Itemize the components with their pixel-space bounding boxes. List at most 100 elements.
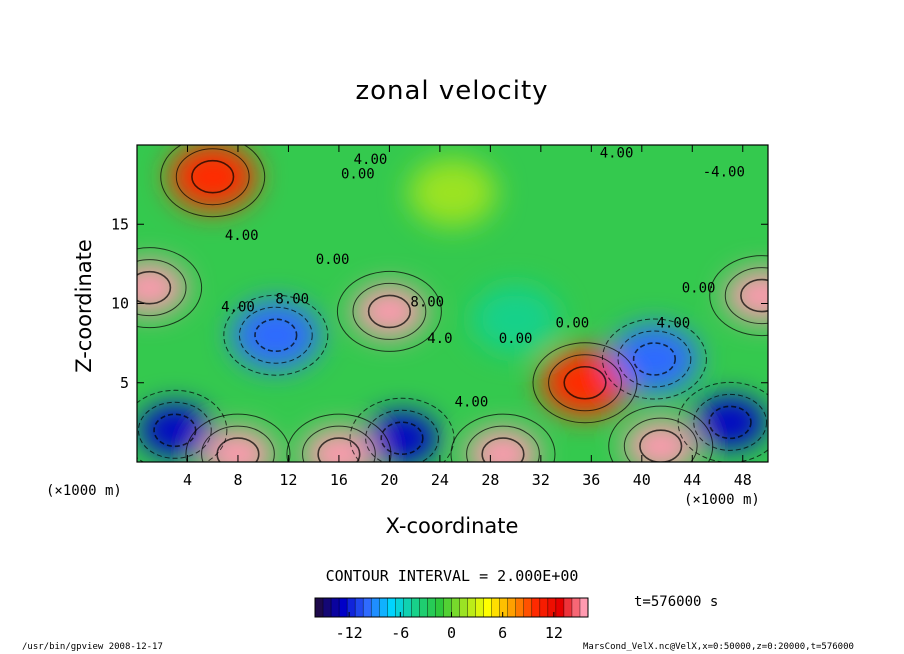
contour-label-2: 4.00 — [225, 228, 259, 244]
contour-line-7-2 — [137, 389, 228, 462]
contour-line-3-1 — [548, 354, 622, 412]
x-tick-label-28: 28 — [481, 471, 499, 489]
contour-label-11: 4.00 — [656, 315, 690, 331]
contour-label-5: 8.00 — [410, 295, 444, 311]
colorbar-segment-16 — [443, 598, 452, 617]
colorbar-segment-21 — [483, 598, 493, 617]
time-label: t=576000 s — [634, 594, 719, 610]
contour-line-12-1 — [466, 425, 540, 462]
colorbar-segment-26 — [523, 598, 533, 617]
contour-line-2-1 — [724, 267, 768, 325]
field-feature-9 — [471, 285, 560, 354]
field-feature-11 — [302, 428, 375, 462]
contour-line-3-2 — [532, 342, 638, 424]
colorbar-segment-29 — [547, 598, 557, 617]
colorbar-segment-23 — [499, 598, 509, 617]
field-feature-6 — [366, 412, 439, 462]
contour-line-5-2 — [601, 318, 707, 400]
contour-label-1: 0.00 — [341, 166, 375, 182]
colorbar-segment-15 — [435, 598, 444, 617]
contour-line-6-1 — [365, 409, 439, 462]
contour-line-14-1 — [175, 148, 250, 206]
colorbar-segment-17 — [451, 598, 460, 617]
field-feature-4 — [231, 301, 320, 370]
contour-line-0-1 — [352, 282, 427, 340]
contour-label-4: 8.00 — [275, 292, 309, 308]
x-axis-unit-left: (×1000 m) — [46, 483, 122, 499]
colorbar-segment-8 — [379, 598, 388, 617]
contour-line-6-0 — [380, 421, 424, 456]
contour-line-4-2 — [223, 294, 329, 376]
contour-line-14-0 — [191, 159, 235, 194]
colorbar-tick-label-0: 0 — [447, 624, 456, 642]
colorbar-segment-12 — [411, 598, 420, 617]
contour-line-6-2 — [349, 397, 455, 462]
contour-line-4-1 — [238, 306, 313, 364]
contour-line-2-0 — [740, 278, 768, 313]
contour-line-0-2 — [336, 270, 442, 352]
field-feature-15 — [408, 158, 497, 227]
contour-label-9: 0.00 — [556, 315, 590, 331]
contour-line-1-2 — [137, 247, 203, 329]
x-tick-label-4: 4 — [183, 471, 192, 489]
contour-label-14: 4.00 — [600, 146, 634, 162]
contour-line-10-2 — [185, 413, 291, 462]
contour-line-12-0 — [481, 437, 525, 462]
colorbar-segment-9 — [387, 598, 396, 617]
field-feature-10 — [201, 428, 274, 462]
chart-title: zonal velocity — [355, 76, 549, 106]
contour-line-0-0 — [367, 294, 412, 329]
contour-line-11-1 — [302, 425, 376, 462]
field-feature-3 — [541, 348, 630, 417]
x-tick-label-20: 20 — [380, 471, 398, 489]
footer-right: MarsCond_VelX.nc@VelX,x=0:50000,z=0:2000… — [583, 642, 854, 652]
colorbar-segment-32 — [571, 598, 581, 617]
field-feature-0 — [353, 285, 426, 338]
x-tick-label-36: 36 — [582, 471, 600, 489]
contour-line-7-1 — [137, 401, 212, 459]
colorbar-segment-20 — [475, 598, 485, 617]
colorbar-segment-18 — [459, 598, 468, 617]
colorbar-segment-28 — [539, 598, 549, 617]
contour-line-8-2 — [677, 381, 768, 462]
x-tick-label-44: 44 — [683, 471, 701, 489]
contour-line-5-0 — [632, 342, 677, 376]
x-axis-label: X-coordinate — [385, 514, 519, 538]
contour-line-8-1 — [693, 393, 768, 451]
y-tick-label-5: 5 — [120, 374, 129, 392]
x-tick-label-40: 40 — [633, 471, 651, 489]
colorbar-segment-30 — [555, 598, 565, 617]
contour-line-3-0 — [563, 365, 607, 400]
colorbar-segment-7 — [371, 598, 380, 617]
colorbar-segment-10 — [395, 598, 404, 617]
colorbar-segment-14 — [427, 598, 436, 617]
contour-line-11-0 — [317, 437, 361, 462]
field-feature-7 — [138, 404, 211, 457]
contour-line-4-0 — [254, 318, 298, 353]
x-tick-label-48: 48 — [734, 471, 752, 489]
contour-line-13-1 — [623, 417, 698, 462]
colorbar-segment-33 — [579, 598, 589, 617]
colorbar-tick-label-12: 12 — [545, 624, 563, 642]
field-feature-5 — [610, 324, 699, 393]
colorbar-segment-4 — [347, 598, 356, 617]
y-tick-label-10: 10 — [111, 295, 129, 313]
contour-label-13: 4.00 — [221, 299, 255, 315]
contour-label-12: -4.00 — [703, 165, 745, 181]
colorbar-segment-19 — [467, 598, 476, 617]
contour-label-6: 4.0 — [427, 331, 452, 347]
footer-left: /usr/bin/gpview 2008-12-17 — [22, 642, 163, 652]
colorbar-segment-27 — [531, 598, 541, 617]
field-feature-2 — [725, 269, 768, 322]
field-feature-1 — [137, 261, 186, 314]
contour-line-13-2 — [608, 405, 714, 462]
colorbar-segment-3 — [339, 598, 348, 617]
contour-line-2-2 — [709, 255, 768, 337]
field-feature-8 — [694, 396, 767, 449]
contour-line-5-1 — [617, 330, 692, 388]
colorbar-segment-22 — [491, 598, 501, 617]
x-tick-label-32: 32 — [532, 471, 550, 489]
colorbar-segment-24 — [507, 598, 517, 617]
field-feature-14 — [168, 145, 257, 211]
